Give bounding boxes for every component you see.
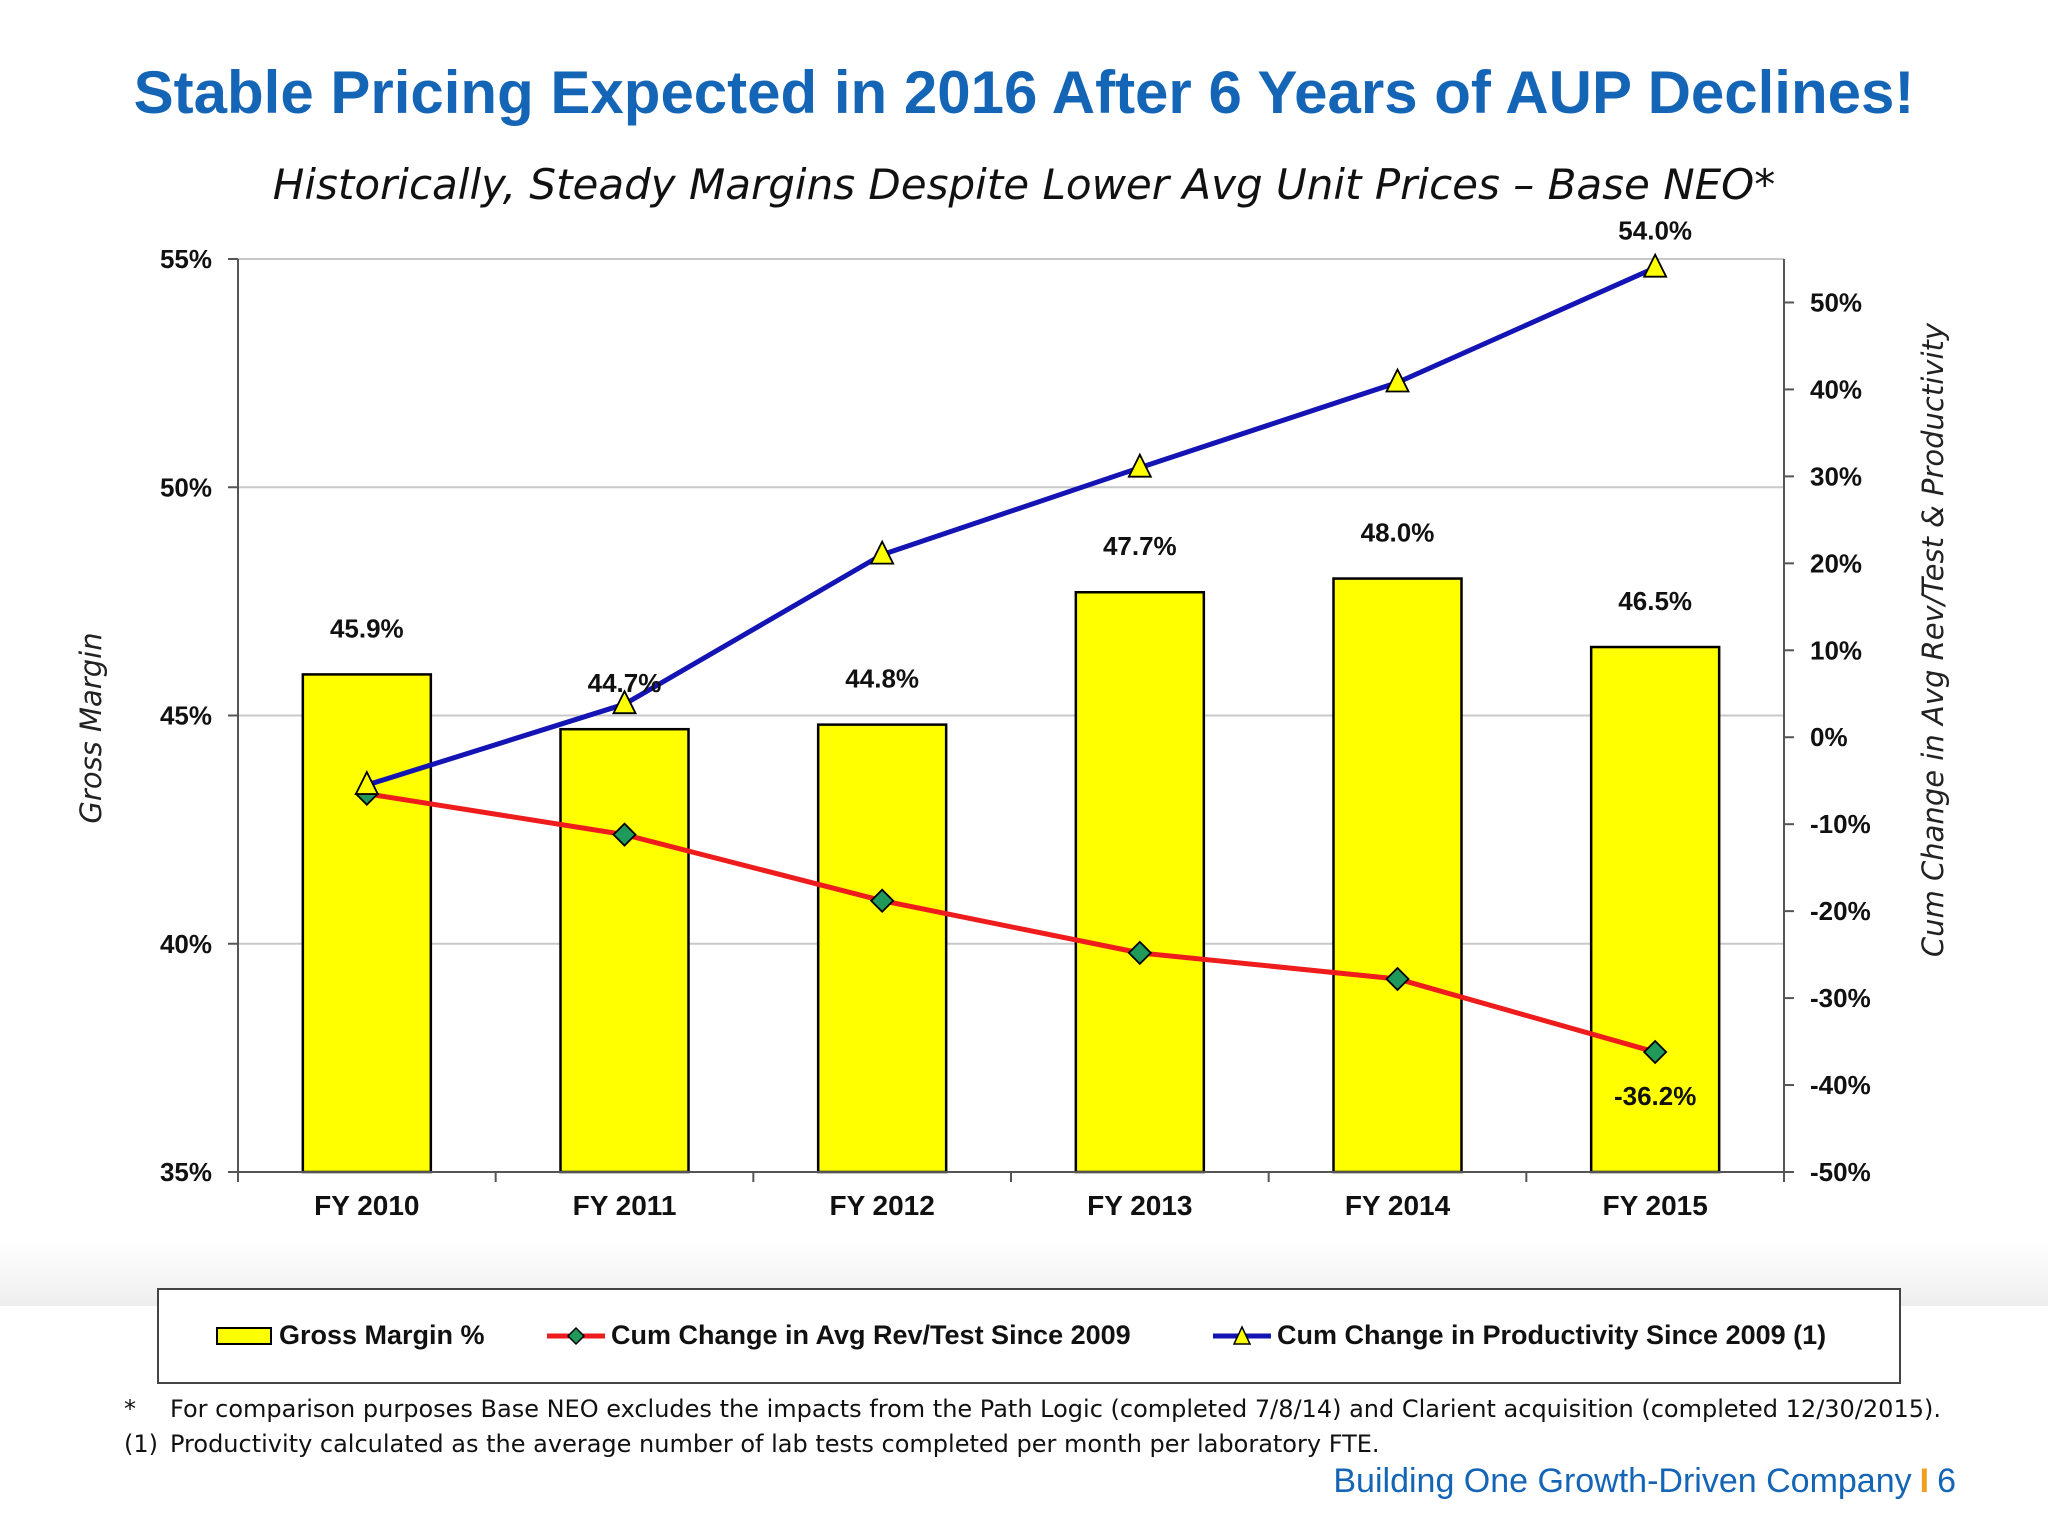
right-tick-label: -20% (1810, 896, 1871, 926)
diamond-marker-4 (1385, 966, 1410, 992)
footnote-1-marker: * (124, 1395, 136, 1423)
diamond-marker-3 (1127, 940, 1153, 966)
data-labels: 45.9% 44.7% 44.8% 47.7% 48.0% 46.5% -36.2% 54.0… (330, 216, 1696, 1111)
right-tick-label: 50% (1810, 287, 1862, 317)
line-series (354, 252, 1668, 1065)
bar-value-label-2: 44.8% (845, 664, 919, 694)
left-axis-title: Gross Margin (74, 632, 108, 823)
right-tick-label: -50% (1810, 1157, 1871, 1187)
legend-bar-swatch (216, 1326, 272, 1345)
right-tick-label: -30% (1810, 983, 1871, 1013)
triangle-marker-5 (1642, 252, 1668, 278)
triangle-marker-4 (1385, 367, 1410, 393)
x-tick-label-fy-2014: FY 2014 (1345, 1190, 1451, 1221)
right-tick-label: 20% (1810, 548, 1862, 578)
legend-label-productivity: Cum Change in Productivity Since 2009 (1… (1277, 1320, 1827, 1350)
bar-value-label-1: 44.7% (588, 668, 662, 698)
x-tick-label-fy-2010: FY 2010 (314, 1190, 419, 1221)
bar-fy-2010 (301, 673, 433, 1174)
triangle-marker-1 (612, 689, 637, 715)
page-number: 6 (1937, 1462, 1956, 1500)
triangle-marker-3 (1127, 452, 1153, 478)
slide-title: Stable Pricing Expected in 2016 After 6 … (133, 59, 1915, 126)
left-tick-label: 55% (160, 244, 212, 274)
diamond-marker-2 (869, 888, 895, 913)
x-tick-label-fy-2015: FY 2015 (1602, 1190, 1707, 1221)
right-tick-label: -10% (1810, 809, 1871, 839)
footer-separator: I (1919, 1462, 1930, 1500)
footnote-1: * For comparison purposes Base NEO exclud… (124, 1395, 1941, 1423)
axes: 35% 40% 45% 50% 55% -50% -40% -30% -20% -10% 0% 10%… (160, 244, 1871, 1221)
gridlines (238, 258, 1784, 945)
diamond-marker-5 (1642, 1039, 1668, 1065)
x-tick-label-fy-2011: FY 2011 (573, 1190, 677, 1221)
bar-value-label-0: 45.9% (330, 613, 404, 643)
footnote-2-marker: (1) (124, 1430, 158, 1458)
right-tick-label: -40% (1810, 1070, 1871, 1100)
bar-fy-2013 (1074, 590, 1206, 1174)
chart-legend: Gross Margin % Cum Change in Avg Rev/Tes… (157, 1288, 1901, 1384)
slide-subtitle: Historically, Steady Margins Despite Low… (272, 160, 1776, 209)
legend-triangle-line-swatch (1213, 1324, 1271, 1345)
x-tick-label-fy-2012: FY 2012 (829, 1190, 934, 1221)
footer-text: Building One Growth-Driven Company (1333, 1462, 1912, 1500)
left-tick-label: 50% (160, 472, 212, 502)
footnote-2: (1) Productivity calculated as the averag… (124, 1430, 1380, 1458)
legend-diamond-line-swatch (547, 1326, 605, 1345)
triangle-marker-2 (869, 539, 895, 565)
right-axis-title: Cum Change in Avg Rev/Test & Productivit… (1916, 322, 1950, 957)
avg-rev-test-end-label: -36.2% (1614, 1081, 1696, 1111)
line-avg-rev-test (366, 791, 1656, 1055)
left-tick-label: 40% (160, 929, 212, 959)
bar-fy-2012 (816, 723, 948, 1174)
left-tick-label: 35% (160, 1157, 212, 1187)
productivity-end-label: 54.0% (1618, 216, 1692, 246)
legend-item-gross-margin: Gross Margin % (215, 1320, 485, 1351)
legend-item-productivity: Cum Change in Productivity Since 2009 (1… (1213, 1320, 1826, 1351)
diamond-marker-1 (612, 822, 637, 847)
right-tick-label: 10% (1810, 635, 1862, 665)
legend-label-gross-margin: Gross Margin % (279, 1320, 485, 1350)
footer-tagline: Building One Growth-Driven Company I 6 (1333, 1462, 1956, 1501)
x-tick-label-fy-2013: FY 2013 (1087, 1190, 1192, 1221)
bar-value-label-4: 48.0% (1361, 518, 1435, 548)
triangle-marker-0 (354, 770, 380, 795)
bar-value-label-3: 47.7% (1103, 531, 1177, 561)
footnote-1-text: For comparison purposes Base NEO exclude… (170, 1395, 1941, 1423)
bar-series (301, 577, 1721, 1174)
footnote-2-text: Productivity calculated as the average n… (170, 1430, 1380, 1458)
line-productivity (366, 265, 1657, 788)
right-tick-label: 40% (1810, 374, 1862, 404)
right-tick-label: 0% (1810, 722, 1848, 752)
left-tick-label: 45% (160, 701, 212, 731)
bar-fy-2014 (1332, 577, 1463, 1174)
bar-fy-2011 (559, 727, 690, 1174)
legend-item-avg-rev-test: Cum Change in Avg Rev/Test Since 2009 (547, 1320, 1131, 1351)
legend-label-avg-rev-test: Cum Change in Avg Rev/Test Since 2009 (611, 1320, 1131, 1350)
bar-value-label-5: 46.5% (1618, 586, 1692, 616)
right-tick-label: 30% (1810, 461, 1862, 491)
combo-chart: 35% 40% 45% 50% 55% -50% -40% -30% -20% -10% 0% 10%… (74, 216, 1950, 1221)
